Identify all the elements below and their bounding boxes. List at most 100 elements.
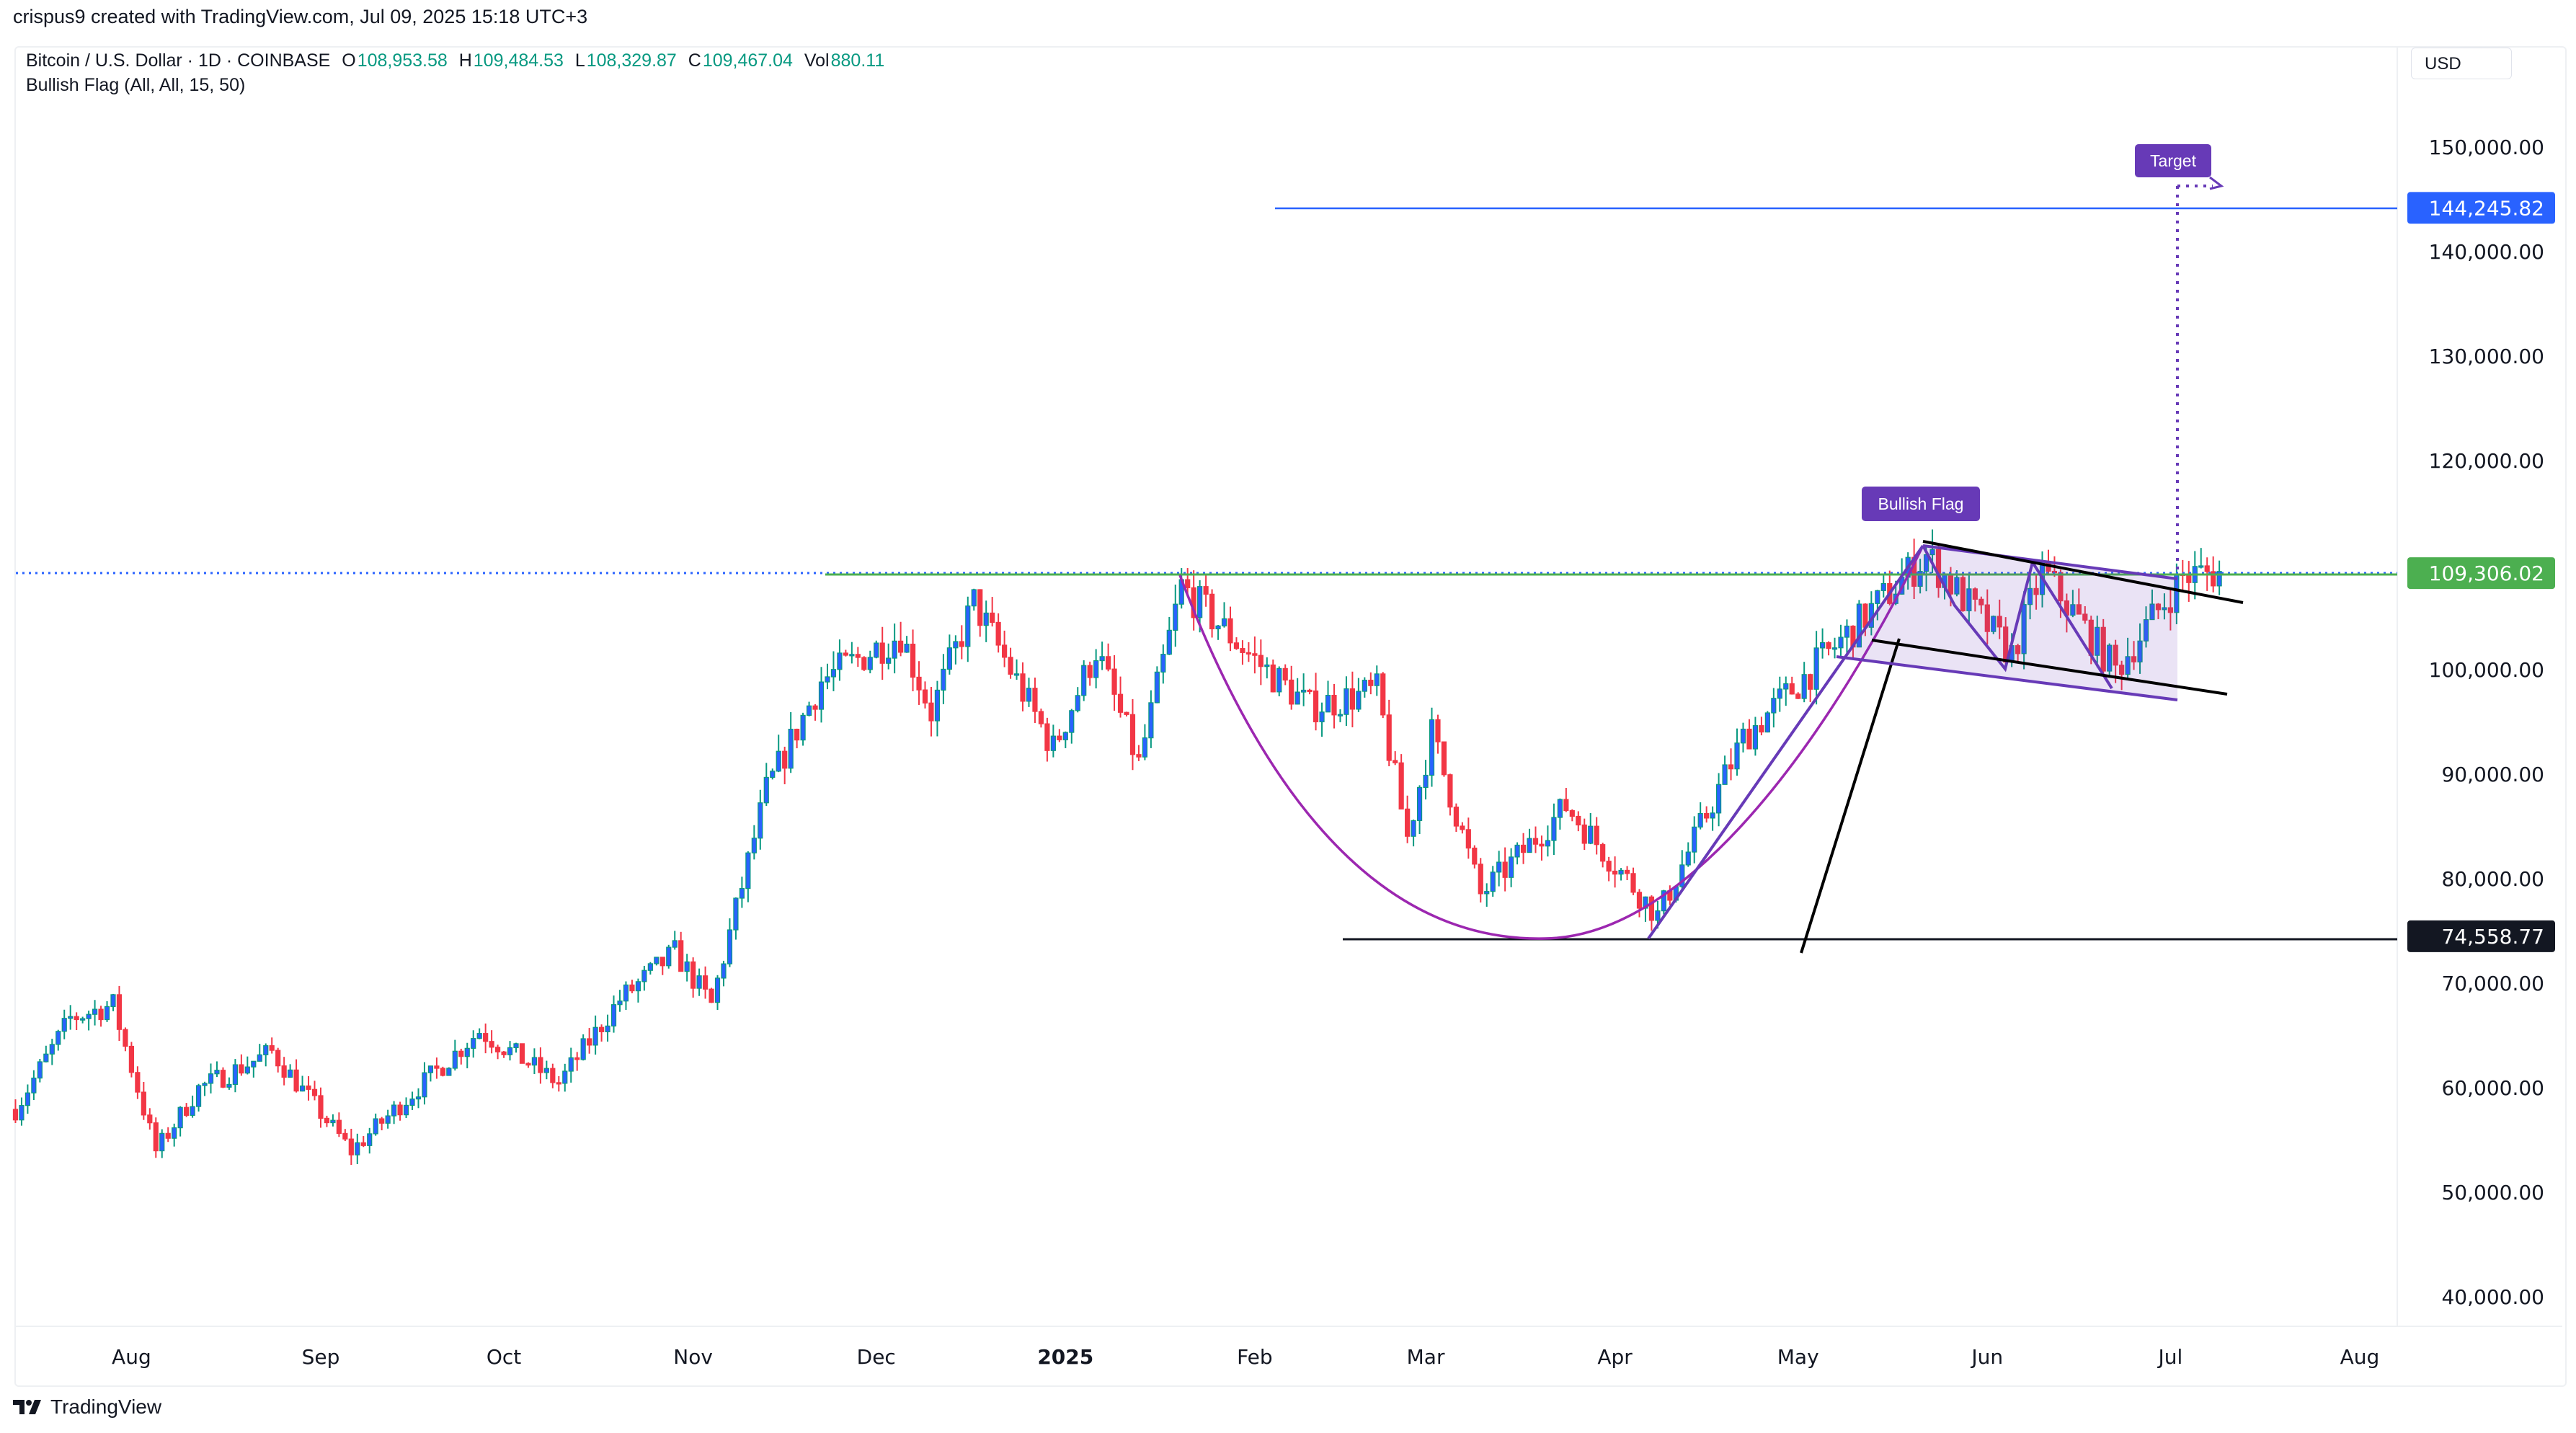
candle-up <box>1319 711 1325 722</box>
x-tick-label: Sep <box>302 1345 340 1369</box>
candle-up <box>1880 582 1886 591</box>
candle-up <box>562 1070 568 1084</box>
candle-up <box>874 642 879 658</box>
drawings: Target Bullish Flag <box>16 144 2397 954</box>
candle-down <box>794 729 800 741</box>
candle-down <box>1124 711 1129 715</box>
candle-down <box>1624 869 1630 874</box>
flag-area <box>1844 546 2177 698</box>
close-value: 109,467.04 <box>702 50 793 71</box>
candles <box>12 529 2222 1166</box>
candle-up <box>86 1013 92 1019</box>
candle-up <box>770 771 776 778</box>
candle-up <box>1831 647 1838 650</box>
candle-down <box>123 1029 128 1047</box>
x-tick-label: Aug <box>2340 1345 2380 1369</box>
price-label-text: 109,306.02 <box>2429 562 2544 585</box>
candle-down <box>598 1026 605 1032</box>
candle-up <box>1154 671 1160 704</box>
candle-down <box>440 1068 445 1076</box>
candle-down <box>959 641 964 647</box>
candle-up <box>1783 683 1789 690</box>
candle-up <box>391 1104 397 1117</box>
candle-down <box>1594 825 1599 846</box>
candle-down <box>1997 616 2002 628</box>
candle-down <box>2119 665 2125 675</box>
x-tick-label: Aug <box>112 1345 151 1369</box>
candle-up <box>37 1061 43 1079</box>
candle-up <box>1777 688 1782 699</box>
x-tick-label: May <box>1777 1345 1819 1369</box>
indicator-legend[interactable]: Bullish Flag (All, All, 15, 50) <box>26 75 246 95</box>
candle-down <box>1393 760 1398 763</box>
candle-down <box>1258 655 1263 667</box>
time-axis: Aug Sep Oct Nov Dec 2025 Feb Mar Apr May Jun Jul Aug <box>112 1345 2379 1369</box>
candle-up <box>818 681 825 710</box>
candle-up <box>635 981 641 992</box>
candle-up <box>1490 871 1496 892</box>
candle-up <box>1509 856 1514 878</box>
candle-down <box>550 1068 556 1083</box>
chart-pane[interactable] <box>14 46 2567 1387</box>
candle-down <box>995 621 1001 646</box>
open-value: 108,953.58 <box>357 50 448 71</box>
candle-down <box>1105 656 1111 670</box>
candle-down <box>1636 892 1643 909</box>
candle-down <box>1270 664 1276 693</box>
candle-up <box>654 957 659 964</box>
candle-down <box>861 657 867 670</box>
price-label-badge <box>2407 192 2555 224</box>
candle-up <box>1215 625 1221 629</box>
candle-up <box>452 1050 458 1069</box>
candle-up <box>1844 625 1850 638</box>
candle-down <box>1203 586 1209 595</box>
candle-down <box>1648 896 1655 921</box>
candle-up <box>1148 702 1154 739</box>
candle-down <box>348 1138 354 1155</box>
x-tick-label: Dec <box>857 1345 896 1369</box>
candle-down <box>1502 861 1508 878</box>
candle-up <box>427 1065 434 1073</box>
y-tick-label: 130,000.00 <box>2429 345 2544 368</box>
candle-down <box>1185 579 1191 588</box>
candle-down <box>587 1038 592 1046</box>
candle-up <box>80 1018 86 1021</box>
y-tick-label: 50,000.00 <box>2441 1181 2544 1204</box>
target-label[interactable]: Target <box>2135 144 2211 177</box>
candle-up <box>195 1085 202 1107</box>
candle-down <box>1569 809 1575 817</box>
candle-down <box>239 1064 244 1074</box>
candle-up <box>727 929 733 964</box>
candle-up <box>190 1106 195 1116</box>
bullish-flag-label[interactable]: Bullish Flag <box>1862 487 1980 521</box>
flagpole-line <box>1647 544 1924 940</box>
candle-up <box>263 1045 269 1055</box>
candle-down <box>342 1132 348 1140</box>
candle-down <box>1478 864 1483 895</box>
candle-down <box>12 1109 19 1121</box>
candle-up <box>1356 691 1362 710</box>
candle-down <box>1532 838 1539 845</box>
y-tick-label: 140,000.00 <box>2429 240 2544 264</box>
candle-down <box>1728 764 1734 770</box>
candle-down <box>1349 688 1356 710</box>
candle-up <box>1954 577 1960 595</box>
candle-up <box>672 940 678 948</box>
candle-up <box>159 1132 165 1152</box>
candle-up <box>965 605 971 647</box>
candle-down <box>782 750 788 769</box>
flag-bottom-black <box>1871 639 2228 696</box>
candle-up <box>739 888 745 899</box>
candle-up <box>1813 647 1819 690</box>
candle-down <box>318 1095 324 1119</box>
candle-down <box>281 1065 287 1078</box>
candle-down <box>458 1050 464 1057</box>
low-label: L <box>574 50 585 71</box>
candle-up <box>25 1092 31 1106</box>
candle-down <box>1405 808 1411 837</box>
candle-down <box>702 975 709 990</box>
currency-button[interactable]: USD <box>2411 48 2512 79</box>
candle-down <box>678 940 684 972</box>
candle-down <box>843 652 848 656</box>
